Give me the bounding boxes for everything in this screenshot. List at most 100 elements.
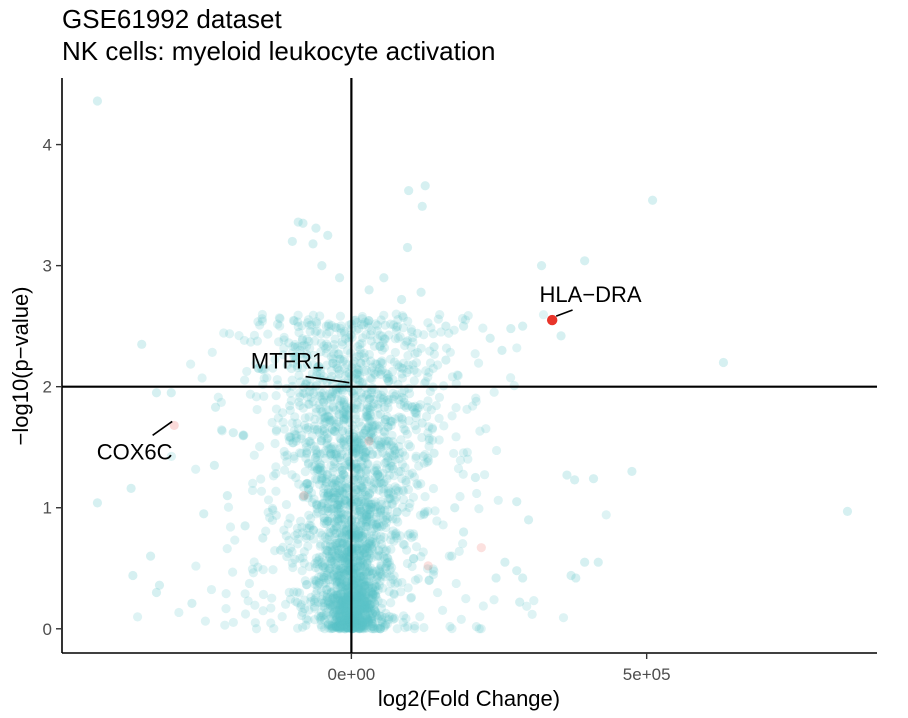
gene-point	[337, 449, 347, 460]
gene-point	[447, 372, 458, 382]
gene-point	[329, 415, 339, 425]
gene-point	[506, 373, 516, 383]
gene-point	[174, 607, 184, 618]
gene-point	[312, 504, 322, 514]
x-axis-title: log2(Fold Change)	[378, 686, 560, 711]
gene-point	[366, 623, 376, 633]
gene-point	[408, 554, 419, 564]
gene-point	[320, 615, 330, 625]
gene-point	[328, 608, 338, 619]
gene-point	[302, 341, 312, 351]
gene-point	[367, 374, 377, 384]
gene-point	[362, 510, 372, 521]
gene-point	[371, 478, 381, 489]
gene-point	[353, 474, 363, 484]
gene-point	[424, 441, 434, 451]
gene-point	[566, 570, 576, 581]
gene-point	[351, 584, 362, 594]
gene-point	[311, 444, 321, 455]
gene-point	[368, 590, 378, 600]
gene-point	[428, 363, 438, 373]
gene-point	[367, 366, 377, 376]
gene-point	[398, 617, 408, 627]
gene-point	[263, 329, 273, 339]
gene-point	[647, 195, 658, 205]
gene-point	[339, 615, 349, 625]
gene-point	[354, 624, 365, 634]
gene-point	[478, 323, 488, 333]
gene-point	[441, 343, 452, 353]
gene-point	[323, 490, 333, 501]
gene-point	[341, 622, 351, 632]
gene-point	[369, 484, 379, 494]
gene-point	[364, 577, 374, 587]
gene-point	[343, 614, 353, 624]
gene-point	[376, 616, 386, 626]
gene-point	[191, 464, 201, 474]
gene-point	[356, 439, 366, 449]
gene-point	[300, 352, 310, 362]
gene-point	[294, 388, 304, 398]
gene-point	[381, 368, 391, 379]
highlight-gene-point	[169, 420, 179, 431]
gene-point	[329, 517, 339, 527]
gene-point	[397, 311, 408, 321]
gene-point	[126, 483, 136, 493]
gene-point	[342, 620, 352, 631]
gene-point	[319, 483, 329, 494]
gene-point	[332, 622, 342, 633]
gene-point	[383, 436, 394, 446]
gene-point	[335, 615, 345, 626]
gene-point	[357, 586, 367, 596]
gene-point	[335, 486, 345, 496]
gene-point	[351, 592, 362, 602]
gene-point	[330, 566, 340, 576]
gene-point	[356, 444, 366, 454]
gene-point	[404, 389, 415, 399]
gene-point	[336, 434, 346, 444]
gene-point	[329, 556, 339, 567]
gene-point	[338, 578, 348, 588]
gene-point	[329, 506, 339, 516]
gene-point	[320, 602, 330, 612]
gene-point	[413, 574, 423, 584]
gene-point	[323, 491, 333, 501]
gene-point	[340, 597, 350, 608]
gene-point	[361, 453, 371, 463]
gene-point	[351, 485, 361, 495]
gene-point	[356, 421, 367, 431]
gene-point	[356, 617, 367, 628]
gene-point	[333, 387, 343, 397]
gene-point	[318, 552, 328, 562]
gene-point	[363, 413, 373, 423]
gene-point	[336, 597, 346, 607]
gene-point	[474, 624, 484, 634]
gene-point	[333, 552, 344, 562]
gene-point	[354, 417, 364, 427]
gene-point	[306, 521, 316, 531]
gene-point	[366, 429, 376, 440]
gene-point	[361, 358, 371, 368]
gene-point	[343, 623, 353, 633]
gene-point	[360, 592, 370, 603]
gene-point	[317, 261, 327, 271]
gene-point	[305, 320, 315, 331]
gene-point	[351, 521, 361, 532]
gene-point	[308, 388, 318, 398]
gene-point	[304, 484, 314, 494]
gene-point	[357, 617, 368, 627]
gene-point	[423, 396, 433, 406]
gene-point	[360, 474, 370, 484]
gene-point	[332, 593, 342, 604]
gene-point	[327, 601, 338, 611]
gene-point	[370, 607, 381, 617]
gene-point	[361, 448, 371, 458]
gene-point	[408, 529, 419, 539]
gene-point	[329, 456, 339, 467]
gene-point	[291, 472, 301, 483]
gene-point	[358, 543, 368, 553]
gene-point	[359, 437, 369, 448]
gene-point	[342, 537, 353, 547]
gene-point	[357, 571, 367, 581]
gene-point	[335, 589, 346, 599]
